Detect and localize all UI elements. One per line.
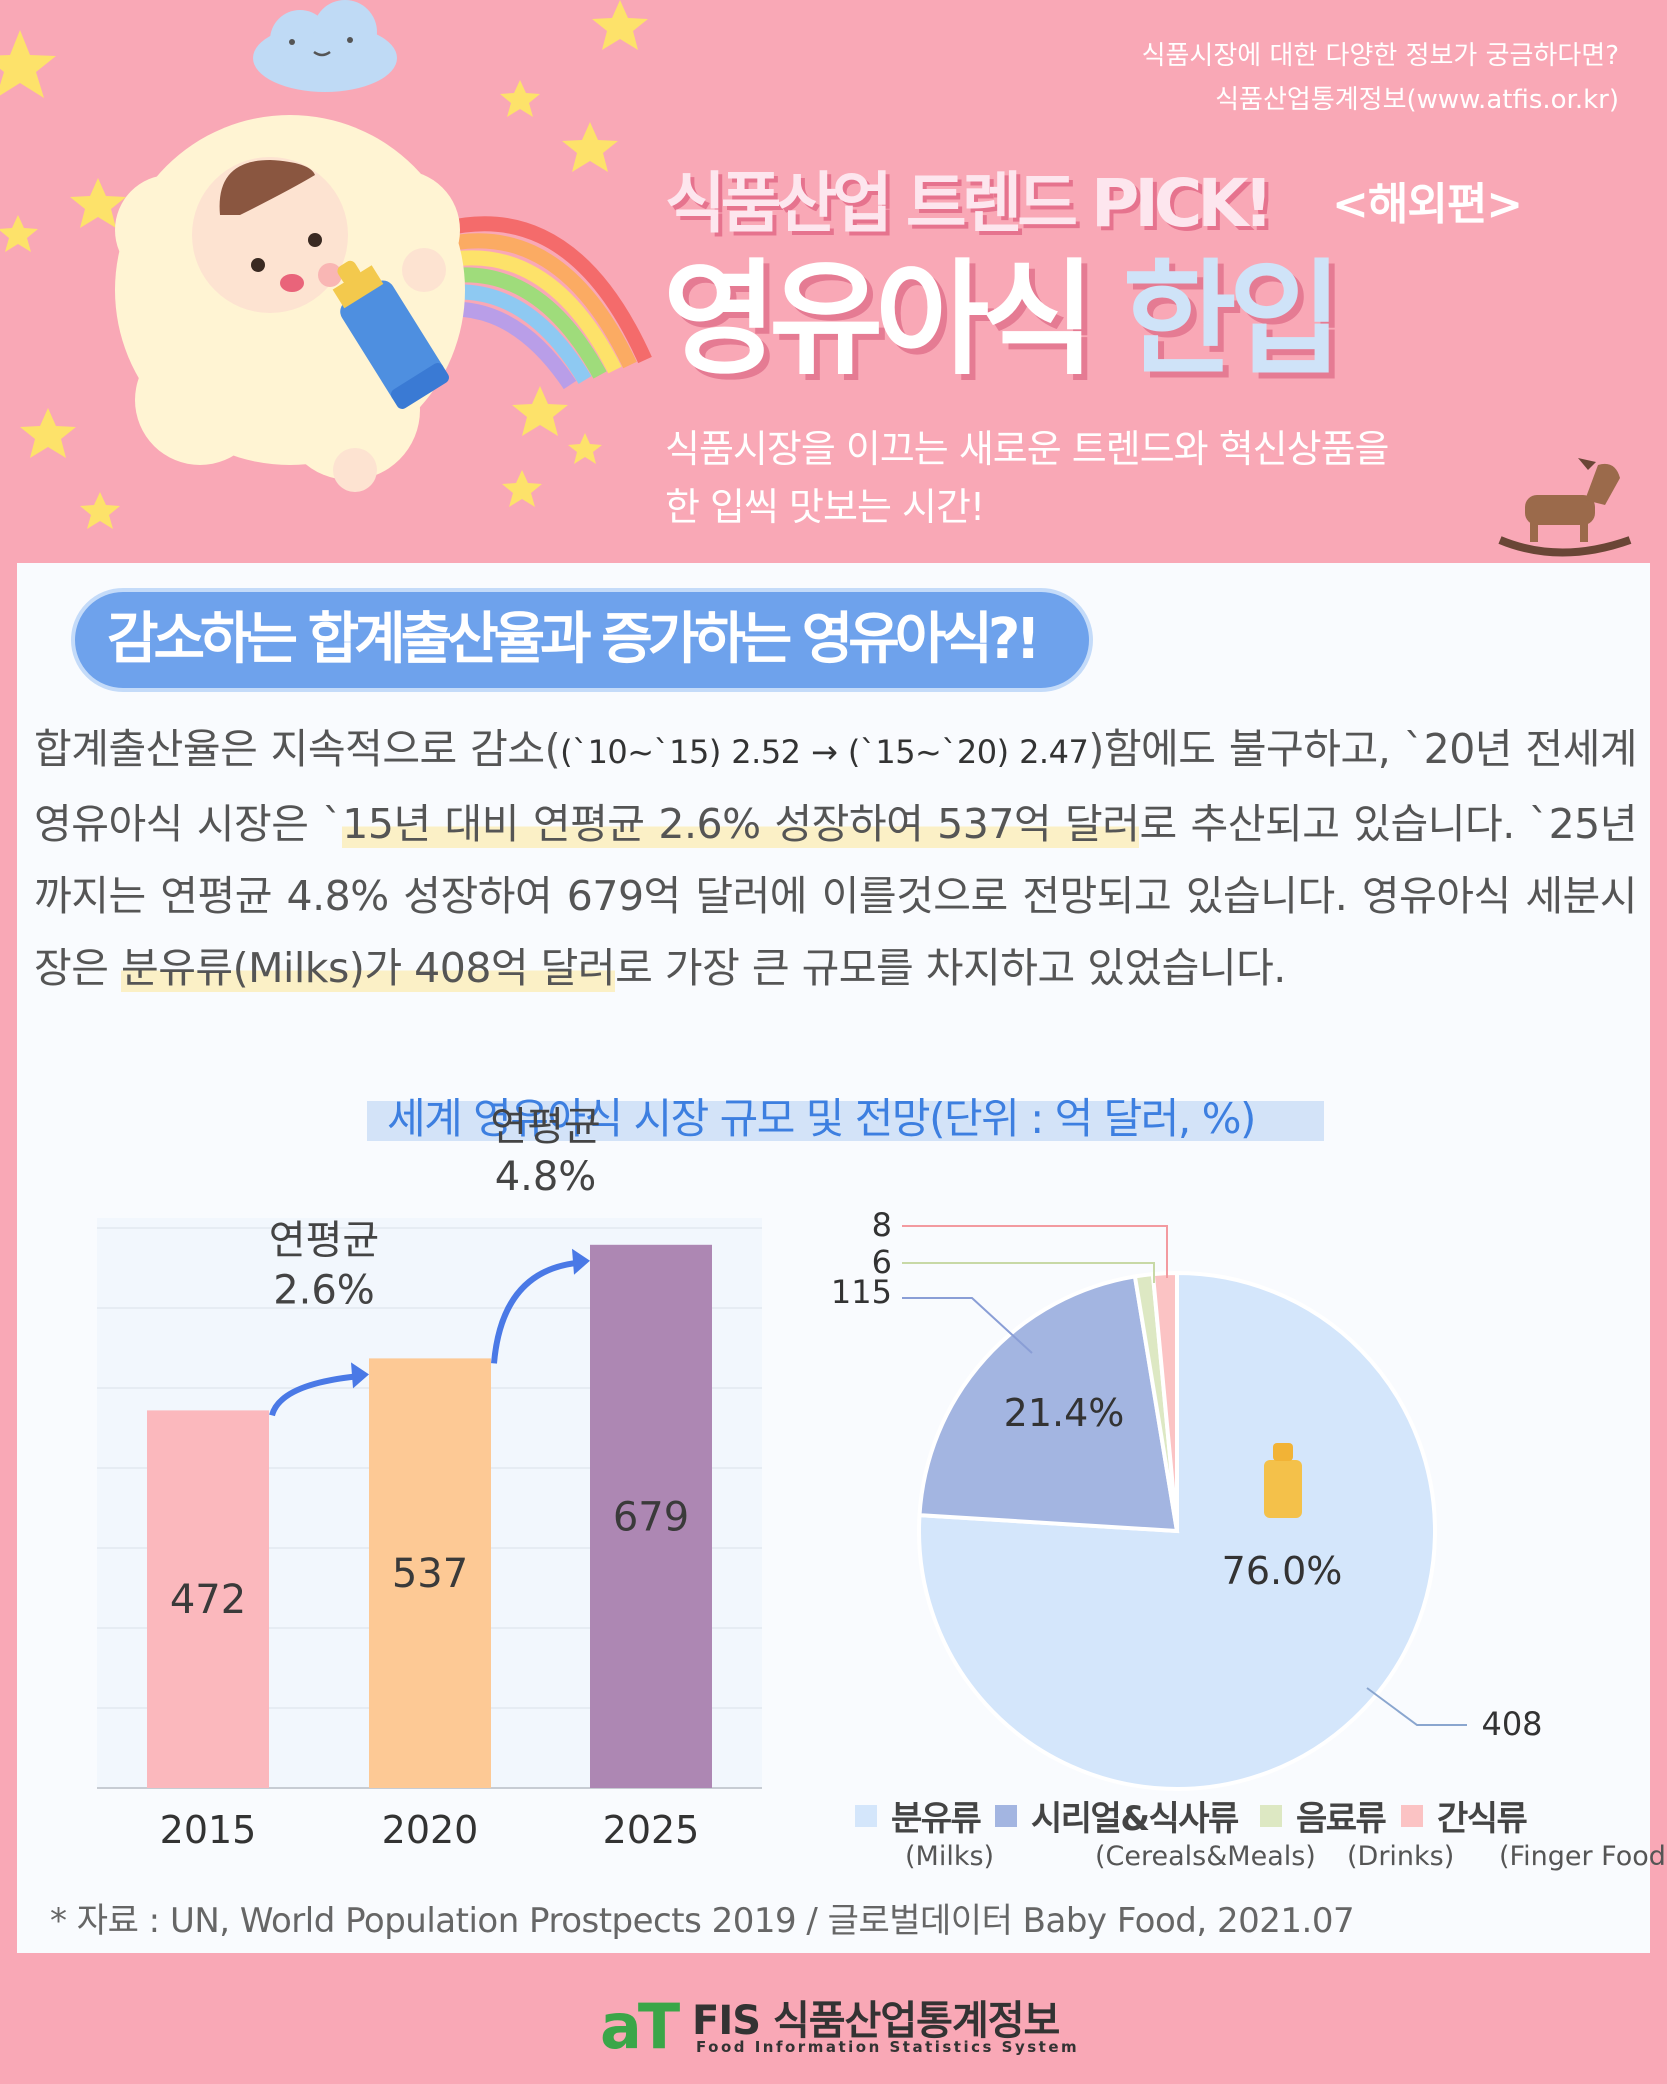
pie-leader-line bbox=[902, 1225, 1168, 1278]
pie-leader-line bbox=[1366, 1687, 1467, 1726]
trend-pick-title: 식품산업 트렌드 PICK! bbox=[665, 165, 1274, 242]
x-tick-label: 2015 bbox=[160, 1808, 257, 1852]
growth-arrowhead-icon bbox=[351, 1362, 369, 1389]
section-heading: 감소하는 합계출산율과 증가하는 영유아식?! bbox=[71, 588, 1093, 692]
logo-subtitle: Food Information Statistics System bbox=[696, 2038, 1080, 2056]
legend-item: 간식류 bbox=[1401, 1791, 1528, 1840]
bottle-icon bbox=[1264, 1460, 1302, 1518]
header-illustration bbox=[0, 0, 1632, 557]
pie-leader-line bbox=[902, 1297, 1033, 1354]
legend-label-en: (Milks) bbox=[905, 1841, 995, 1872]
overseas-label: <해외편> bbox=[1332, 179, 1523, 230]
bar-value-label: 679 bbox=[613, 1494, 689, 1540]
pie-slice-milks bbox=[917, 1270, 1437, 1791]
pie-leader-line bbox=[902, 1262, 1155, 1283]
growth-label-line1: 연평균 bbox=[269, 1217, 379, 1263]
pie-value-label: 6 bbox=[872, 1243, 892, 1281]
bar-2025 bbox=[590, 1244, 712, 1788]
chart-title: 세계 영유아식 시장 규모 및 전망(단위 : 억 달러, %) bbox=[387, 1094, 1256, 1143]
site-info: 식품시장에 대한 다양한 정보가 궁금하다면? 식품산업통계정보(www.atf… bbox=[1142, 34, 1619, 122]
legend-swatch bbox=[1260, 1805, 1282, 1827]
pie-slice-finger foods bbox=[1150, 1270, 1179, 1532]
page-title-word2: 한입 bbox=[1122, 248, 1343, 392]
legend-swatch bbox=[855, 1805, 877, 1827]
bar-value-label: 472 bbox=[170, 1577, 246, 1623]
growth-label-line2: 2.6% bbox=[273, 1267, 375, 1313]
baby-illustration bbox=[115, 115, 465, 492]
body-text-3: 로 추산되고 있습니다. `25년까지는 연평균 4.8% 성장하여 679억 … bbox=[34, 800, 1638, 992]
x-tick-label: 2025 bbox=[603, 1808, 700, 1852]
legend-item: 음료류 bbox=[1260, 1791, 1387, 1840]
legend-item: 시리얼&식사류 bbox=[995, 1791, 1239, 1840]
pie-legend: 분유류 (Milks) 시리얼&식사류 (Cereals&Meals) 음료류 (Drin… bbox=[845, 1791, 1667, 1891]
page-title: 영유아식 한입 bbox=[663, 248, 1343, 392]
x-tick-label: 2020 bbox=[382, 1808, 479, 1852]
pie-value-label: 408 bbox=[1481, 1705, 1542, 1743]
header-banner: 식품시장에 대한 다양한 정보가 궁금하다면? 식품산업통계정보(www.atf… bbox=[0, 0, 1667, 560]
bar-2020 bbox=[369, 1358, 491, 1788]
pie-percent-label: 76.0% bbox=[1222, 1549, 1343, 1593]
content-panel: 감소하는 합계출산율과 증가하는 영유아식?! 합계출산율은 지속적으로 감소(… bbox=[17, 563, 1667, 1953]
legend-label: 간식류 bbox=[1437, 1799, 1528, 1839]
tagline-line2: 한 입씩 맛보는 시간! bbox=[665, 485, 985, 529]
highlight-growth: 15년 대비 연평균 2.6% 성장하여 537억 달러 bbox=[342, 800, 1140, 848]
highlight-milks: 분유류(Milks)가 408억 달러 bbox=[120, 944, 616, 992]
legend-label: 시리얼&식사류 bbox=[1031, 1799, 1239, 1839]
site-info-line1: 식품시장에 대한 다양한 정보가 궁금하다면? bbox=[1141, 41, 1619, 71]
source-note: * 자료 : UN, World Population Prostpects 2… bbox=[50, 1901, 1355, 1941]
growth-label-line2: 4.8% bbox=[495, 1154, 597, 1200]
rocking-horse-icon bbox=[1498, 458, 1632, 557]
pie-value-label: 8 bbox=[872, 1206, 892, 1244]
cloud-icon bbox=[253, 0, 397, 92]
pie-slice-cerealsmeals bbox=[917, 1274, 1180, 1534]
legend-swatch bbox=[1401, 1805, 1423, 1827]
growth-arrow-icon bbox=[491, 1259, 579, 1364]
legend-swatch bbox=[995, 1805, 1017, 1827]
growth-label-line1: 연평균 bbox=[490, 1104, 600, 1150]
star-icons bbox=[0, 0, 648, 529]
pie-value-label: 115 bbox=[831, 1273, 892, 1311]
bar-2015 bbox=[147, 1410, 269, 1788]
bottle-cap-icon bbox=[1273, 1443, 1293, 1461]
pie-percent-label: 21.4% bbox=[1004, 1391, 1125, 1435]
charts-canvas: 472201553720206792025연평균2.6%연평균4.8%76.0%… bbox=[97, 1104, 1543, 1852]
bar-value-label: 537 bbox=[392, 1551, 468, 1597]
footer-logo: aT FIS 식품산업통계정보 Food Information Statist… bbox=[600, 1988, 1077, 2063]
at-logo-icon: aT bbox=[600, 1990, 680, 2063]
logo-title: FIS 식품산업통계정보 bbox=[692, 1998, 1060, 2044]
site-url[interactable]: 식품산업통계정보(www.atfis.or.kr) bbox=[1215, 85, 1619, 115]
chart-title-highlight bbox=[367, 1101, 1324, 1141]
body-text-4: 로 가장 큰 규모를 차지하고 있었습니다. bbox=[615, 944, 1286, 992]
at-logo-a: aT bbox=[600, 1990, 680, 2063]
legend-label: 음료류 bbox=[1296, 1799, 1387, 1839]
legend-label-en: (Cereals&Meals) bbox=[1095, 1841, 1316, 1872]
growth-arrowhead-icon bbox=[572, 1248, 590, 1275]
tagline-line1: 식품시장을 이끄는 새로운 트렌드와 혁신상품을 bbox=[665, 427, 1390, 471]
page-title-word1: 영유아식 bbox=[663, 248, 1095, 392]
tagline: 식품시장을 이끄는 새로운 트렌드와 혁신상품을 한 입씩 맛보는 시간! bbox=[665, 420, 1390, 536]
body-paragraph: 합계출산율은 지속적으로 감소((`10~`15) 2.52 → (`15~`2… bbox=[34, 713, 1638, 1004]
legend-label-en: (Finger Foods) bbox=[1499, 1841, 1667, 1872]
legend-item: 분유류 bbox=[855, 1791, 982, 1840]
body-text-2: )함에도 불구하고, `20년 전세계 영유아식 시장은 ` bbox=[34, 725, 1638, 848]
birth-rate-detail: (`10~`15) 2.52 → (`15~`20) 2.47 bbox=[560, 733, 1089, 771]
growth-arrow-icon bbox=[269, 1373, 358, 1417]
body-text-1: 합계출산율은 지속적으로 감소( bbox=[34, 725, 561, 773]
legend-label: 분유류 bbox=[891, 1799, 982, 1839]
legend-label-en: (Drinks) bbox=[1347, 1841, 1455, 1872]
